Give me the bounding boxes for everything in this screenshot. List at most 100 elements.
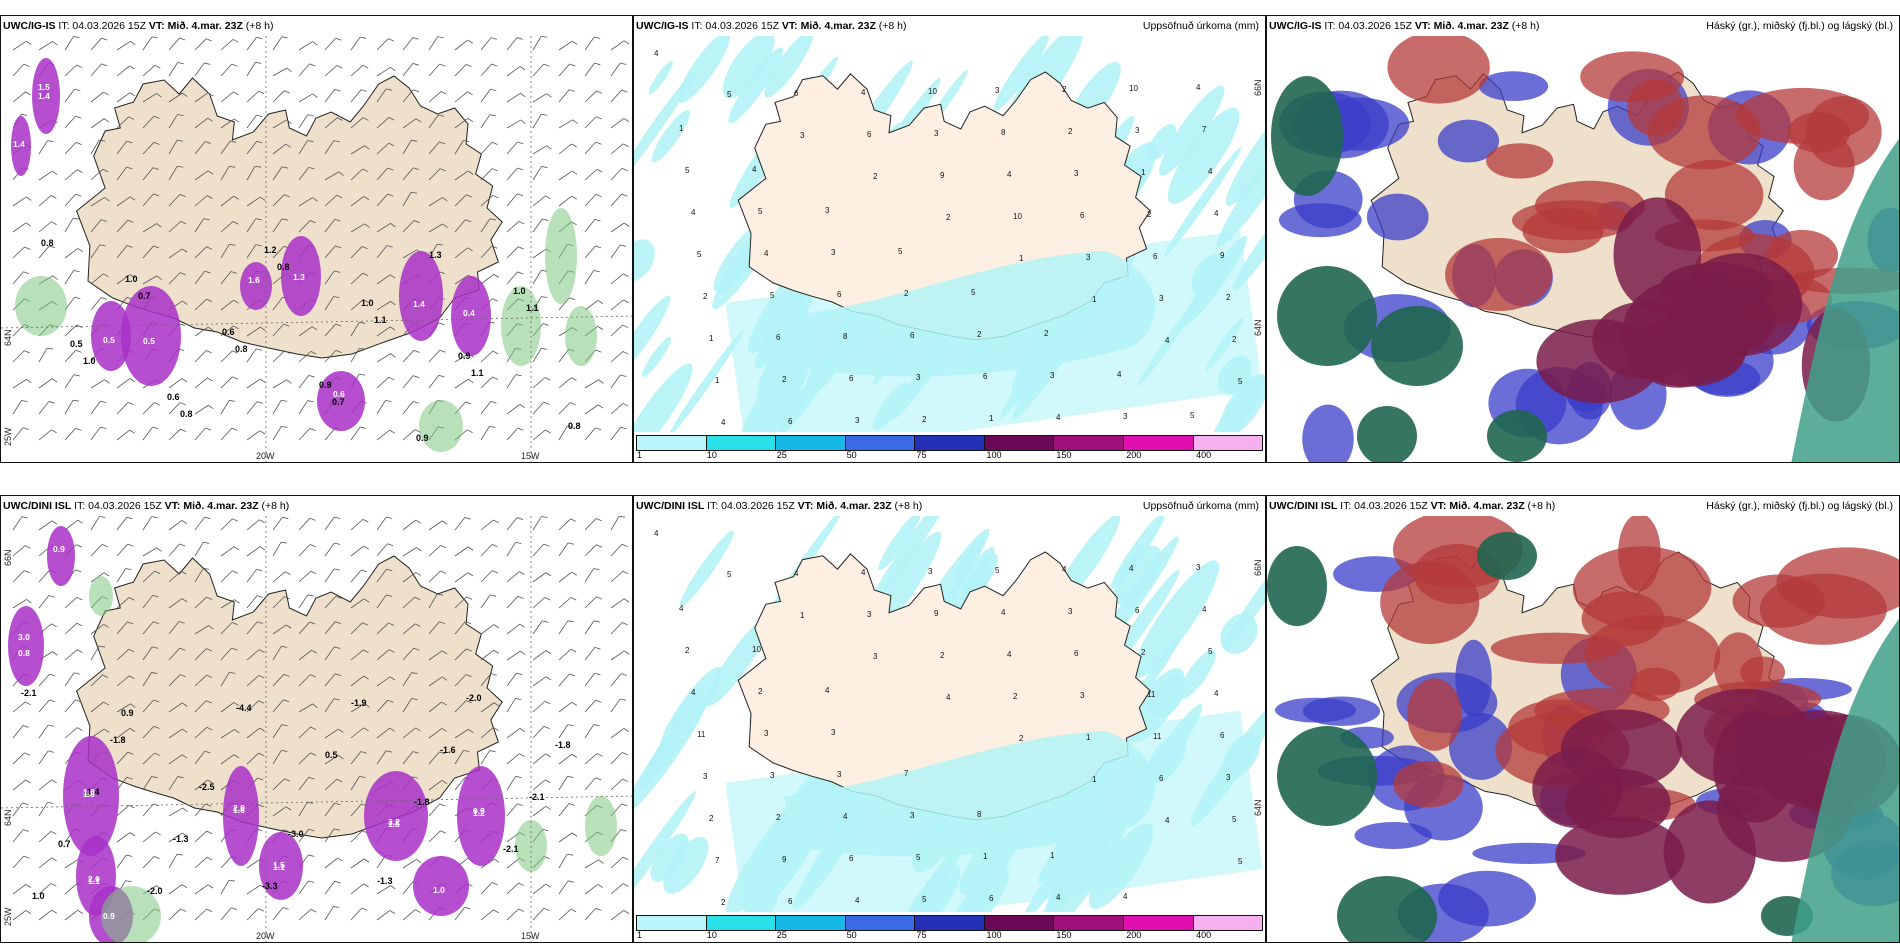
high-cloud <box>1271 76 1343 196</box>
precip-value: 6 <box>1220 731 1225 740</box>
colorbar-tick: 400 <box>1196 930 1212 940</box>
precip-value: 3 <box>1226 773 1231 782</box>
colorbar-swatch <box>915 916 985 930</box>
value-label: 1.0 <box>361 298 374 308</box>
precip-value: 5 <box>697 250 702 259</box>
colorbar-swatch <box>915 436 985 450</box>
precip-value: 3 <box>910 811 915 820</box>
precip-value: 4 <box>691 688 696 697</box>
snow-area <box>317 371 365 431</box>
lon-label-15w: 15W <box>521 931 540 941</box>
precip-value: 6 <box>776 333 781 342</box>
precip-value: 9 <box>782 855 787 864</box>
mid-cloud <box>1490 632 1620 664</box>
low-cloud <box>1437 119 1500 163</box>
panel-title: Uppsöfnuð úrkoma (mm) <box>1142 20 1259 32</box>
precip-value: 4 <box>825 686 830 695</box>
colorbar-tick: 25 <box>776 930 787 940</box>
panel-header: UWC/DINI ISL IT: 04.03.2026 15Z VT: Mið.… <box>1267 496 1899 516</box>
precip-value: 2 <box>709 814 714 823</box>
colorbar-tick: 25 <box>776 450 787 460</box>
vt-label: VT: <box>161 500 184 512</box>
precip-value: 1 <box>800 611 805 620</box>
value-label: 1.1 <box>471 368 484 378</box>
coastal-precip <box>784 251 1156 377</box>
coastal-precip <box>784 731 1156 857</box>
precip-value: 2 <box>1226 293 1231 302</box>
value-label: 1.8 <box>83 789 95 799</box>
value-label: -2.1 <box>529 792 545 802</box>
precip-value: 3 <box>928 567 933 576</box>
valid-time: Mið. 4.mar. 23Z <box>183 500 259 512</box>
precip-value: 3 <box>873 652 878 661</box>
low-cloud <box>1455 639 1492 718</box>
precip-value: 2 <box>1232 335 1237 344</box>
precip-value: 6 <box>983 372 988 381</box>
colorbar-tick: 1 <box>637 450 643 460</box>
precip-value: 1 <box>679 124 684 133</box>
vt-label: VT: <box>1427 500 1450 512</box>
value-label: 0.5 <box>70 339 83 349</box>
value-label: 0.6 <box>333 389 345 399</box>
precip-value: 2 <box>721 898 726 907</box>
precip-value: 1 <box>1019 254 1024 263</box>
snow-area <box>91 301 131 371</box>
precip-value: 1 <box>983 852 988 861</box>
mid-low-cloud <box>1677 275 1753 377</box>
precip-value: 2 <box>1068 127 1073 136</box>
value-label: 1.4 <box>13 139 25 149</box>
lat-label: 25W <box>3 907 13 926</box>
mid-low-cloud <box>1555 816 1685 895</box>
snow-area <box>399 251 443 341</box>
precip-value: 3 <box>831 728 836 737</box>
panel-cloud-cover: UWC/IG-IS IT: 04.03.2026 15Z VT: Mið. 4.… <box>1266 15 1900 463</box>
precip-value: 8 <box>1001 128 1006 137</box>
low-cloud <box>1438 870 1536 927</box>
value-label: 2.0 <box>88 874 100 884</box>
precip-value: 6 <box>910 331 915 340</box>
mid-cloud <box>1580 51 1685 103</box>
precip-value: 4 <box>794 569 799 578</box>
colorbar-tick: 50 <box>846 930 857 940</box>
rain-area <box>101 886 161 942</box>
value-label: 1.1 <box>88 876 100 886</box>
mid-cloud <box>1407 678 1462 751</box>
mid-low-cloud <box>1663 800 1756 904</box>
value-label: -2.0 <box>466 693 482 703</box>
colorbar-tick: 100 <box>986 930 1002 940</box>
colorbar-swatch <box>1123 916 1194 930</box>
precip-value: 6 <box>849 374 854 383</box>
precip-value: 3 <box>855 416 860 425</box>
colorbar-tick: 200 <box>1126 450 1142 460</box>
precip-value: 2 <box>1013 692 1018 701</box>
value-label: 1.0 <box>32 891 45 901</box>
mid-cloud <box>1486 143 1554 179</box>
value-label: 1.5 <box>388 819 400 829</box>
lon-label-20w: 20W <box>256 931 275 941</box>
colorbar-swatch <box>776 436 846 450</box>
lat-label-64n: 64N <box>1253 799 1263 816</box>
map-wind-barbs: 0.80.70.80.71.31.11.00.80.81.11.10.81.00… <box>1 35 632 462</box>
precip-colorbar: 1 10 25 50 75 100 150 200 400 <box>634 912 1265 942</box>
map-clouds <box>1271 30 1899 462</box>
precip-value: 2 <box>703 292 708 301</box>
precip-value: 3 <box>1050 371 1055 380</box>
value-label: 1.0 <box>125 274 138 284</box>
valid-time: Mið. 4.mar. 23Z <box>1433 20 1509 32</box>
colorbar-tick: 75 <box>916 450 927 460</box>
precip-value: 4 <box>1208 167 1213 176</box>
precip-value: 6 <box>867 130 872 139</box>
precip-value: 9 <box>934 609 939 618</box>
precip-value: 4 <box>1117 370 1122 379</box>
value-label: 1.5 <box>38 82 50 92</box>
precip-value: 5 <box>971 288 976 297</box>
snow-area <box>121 286 181 386</box>
precip-value: 5 <box>995 566 1000 575</box>
panel-accumulated-precip: 4 5 3 2 2 1 1 4 5 4 6 6 9 10 3 3 2 1 6 4 3 4 6 6 2 1 2 3 10 8 3 2 9 2 6 6 2 3… <box>633 15 1266 463</box>
precip-value: 11 <box>1153 732 1162 741</box>
value-label: -1.3 <box>377 876 393 886</box>
value-label: 0.8 <box>180 409 193 419</box>
low-cloud <box>1354 821 1432 849</box>
value-label: -1.3 <box>173 834 189 844</box>
value-label: 2.9 <box>233 803 245 813</box>
